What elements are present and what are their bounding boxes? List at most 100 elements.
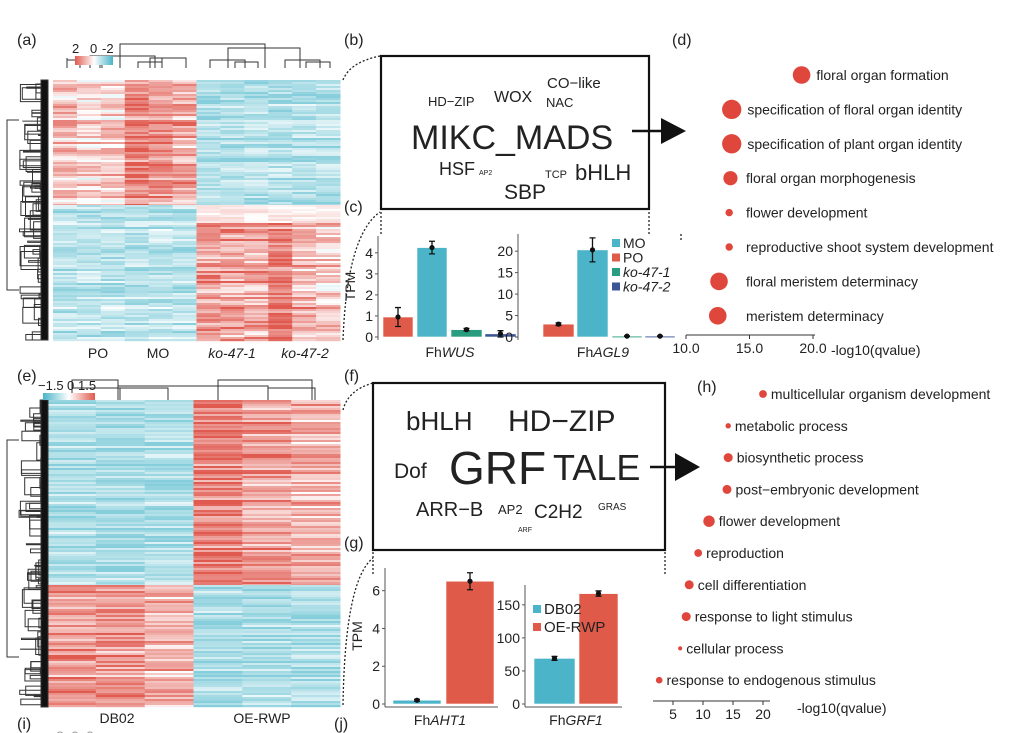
heatmap-a-cell xyxy=(196,245,221,248)
heatmap-a-cell xyxy=(292,98,317,101)
heatmap-a-cell xyxy=(53,207,78,210)
heatmap-a-cell xyxy=(292,279,317,282)
heatmap-e-cell xyxy=(144,518,194,521)
heatmap-a-cell xyxy=(220,217,245,220)
heatmap-e-cell xyxy=(291,516,341,519)
heatmap-a-cell xyxy=(172,172,197,175)
heatmap-a-cell xyxy=(196,279,221,282)
heatmap-a-cell xyxy=(100,337,126,340)
heatmap-a-cell xyxy=(196,269,221,272)
heatmap-a-cell xyxy=(148,279,174,282)
heatmap-e-cell xyxy=(95,454,146,457)
heatmap-a-cell xyxy=(196,283,221,286)
heatmap-a-cell xyxy=(76,92,102,95)
heatmap-a-cell xyxy=(196,329,221,332)
heatmap-a-cell xyxy=(53,211,78,214)
heatmap-a-cell xyxy=(148,80,174,83)
heatmap-a-cell xyxy=(53,194,78,197)
heatmap-a-cell xyxy=(124,116,150,119)
heatmap-e-cell xyxy=(47,605,97,608)
heatmap-a-cell xyxy=(53,289,78,292)
heatmap-a-cell xyxy=(124,144,150,147)
heatmap-a-cell xyxy=(196,235,221,238)
heatmap-e-cell xyxy=(291,585,341,588)
heatmap-a-cell xyxy=(172,205,197,208)
heatmap-a-cell xyxy=(316,146,341,149)
heatmap-e-cell xyxy=(47,520,97,523)
heatmap-e-cell xyxy=(144,639,194,642)
heatmap-e-cell xyxy=(291,643,341,646)
heatmap-a-cell xyxy=(124,275,150,278)
heatmap-a-cell xyxy=(220,303,245,306)
heatmap-e-cell xyxy=(291,420,341,423)
heatmap-a-cell xyxy=(76,281,102,284)
go-term-dot xyxy=(703,515,715,527)
heatmap-a-cell xyxy=(268,114,293,117)
heatmap-e-cell xyxy=(291,490,341,493)
heatmap-a-cell xyxy=(268,249,293,252)
heatmap-a-cell xyxy=(100,122,126,125)
heatmap-a-cell xyxy=(316,106,341,109)
heatmap-a-cell xyxy=(244,114,269,117)
heatmap-e-cell xyxy=(193,500,243,503)
heatmap-e-cell xyxy=(144,665,194,668)
heatmap-e-cell xyxy=(291,540,341,543)
heatmap-a-cell xyxy=(196,164,221,167)
heatmap-e-cell xyxy=(47,659,97,662)
heatmap-a-cell xyxy=(292,271,317,274)
heatmap-e-cell xyxy=(144,478,194,481)
heatmap-a-cell xyxy=(268,152,293,155)
heatmap-a-cell xyxy=(196,102,221,105)
heatmap-a-cell xyxy=(100,245,126,248)
heatmap-e-cell xyxy=(47,510,97,513)
heatmap-e-cell xyxy=(291,635,341,638)
heatmap-e-cell xyxy=(95,663,146,666)
heatmap-a-cell xyxy=(100,86,126,89)
row-dendrogram-branch xyxy=(24,477,41,496)
heatmap-e-cell xyxy=(242,516,292,519)
heatmap-e-cell xyxy=(95,613,146,616)
heatmap-a-cell xyxy=(53,86,78,89)
heatmap-a-cell xyxy=(244,277,269,280)
heatmap-e-cell xyxy=(47,452,97,455)
heatmap-a-cell xyxy=(53,237,78,240)
heatmap-e-cell xyxy=(193,558,243,561)
heatmap-e-cell xyxy=(47,540,97,543)
heatmap-e-cell xyxy=(144,643,194,646)
heatmap-a-cell xyxy=(292,293,317,296)
heatmap-a-cell xyxy=(244,235,269,238)
heatmap-a-cell xyxy=(172,281,197,284)
heatmap-a-cell xyxy=(220,162,245,165)
heatmap-a-cell xyxy=(124,148,150,151)
heatmap-e-cell xyxy=(193,422,243,425)
heatmap-a-cell xyxy=(268,211,293,214)
heatmap-a-cell xyxy=(268,265,293,268)
heatmap-e-cell xyxy=(291,458,341,461)
heatmap-a-cell xyxy=(148,297,174,300)
heatmap-a-cell xyxy=(76,194,102,197)
heatmap-a-cell xyxy=(76,104,102,107)
heatmap-a-cell xyxy=(316,265,341,268)
heatmap-e-cell xyxy=(242,685,292,688)
heatmap-e-cell xyxy=(144,496,194,499)
heatmap-e-cell xyxy=(144,532,194,535)
heatmap-a-cell xyxy=(53,233,78,236)
go-term-dot xyxy=(681,612,691,622)
heatmap-e-cell xyxy=(193,446,243,449)
heatmap-e-cell xyxy=(242,663,292,666)
heatmap-a-cell xyxy=(196,333,221,336)
heatmap-e-cell xyxy=(242,578,292,581)
heatmap-a-cell xyxy=(100,202,126,205)
row-dendrogram-branch xyxy=(19,286,41,294)
heatmap-a-cell xyxy=(196,194,221,197)
heatmap-a-cell xyxy=(244,178,269,181)
heatmap-a-cell xyxy=(53,136,78,139)
heatmap-e-cell xyxy=(291,402,341,405)
heatmap-a-cell xyxy=(172,277,197,280)
heatmap-a-cell xyxy=(76,152,102,155)
heatmap-a-cell xyxy=(76,331,102,334)
heatmap-a-cell xyxy=(244,180,269,183)
heatmap-a-cell xyxy=(244,279,269,282)
heatmap-e-cell xyxy=(193,526,243,529)
heatmap-a-cell xyxy=(220,317,245,320)
